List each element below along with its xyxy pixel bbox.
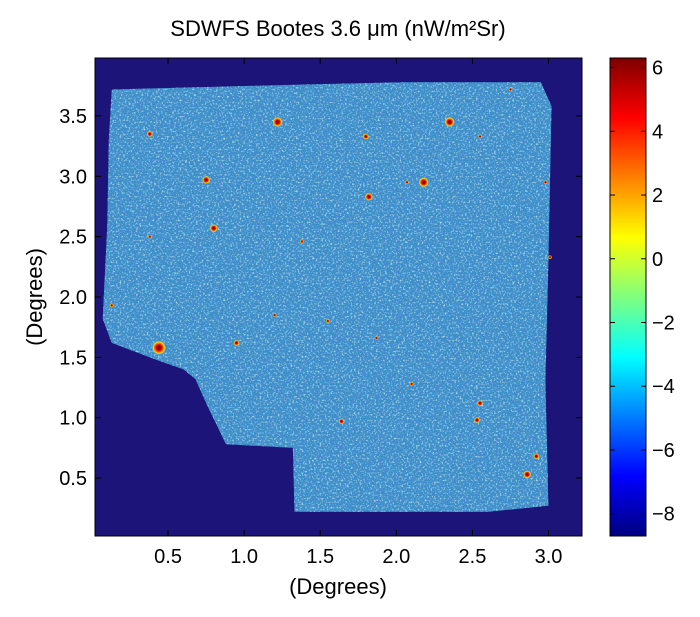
colorbar-tick-label: 4 bbox=[652, 121, 663, 143]
y-axis-label: (Degrees) bbox=[22, 248, 47, 346]
bright-source bbox=[444, 117, 455, 127]
colorbar-tick-label: −6 bbox=[652, 440, 675, 462]
colorbar-gradient bbox=[609, 57, 647, 537]
bright-source bbox=[409, 381, 414, 386]
y-tick-label: 2.5 bbox=[59, 227, 87, 249]
y-tick-label: 0.5 bbox=[59, 468, 87, 490]
bright-source bbox=[147, 234, 152, 239]
bright-source bbox=[543, 180, 548, 185]
bright-source bbox=[474, 417, 480, 424]
bright-source bbox=[362, 133, 369, 140]
y-tick-label: 3.5 bbox=[59, 106, 87, 128]
bright-source bbox=[523, 470, 532, 479]
x-tick-label: 1.5 bbox=[306, 546, 334, 568]
x-tick-label: 1.0 bbox=[230, 546, 258, 568]
y-tick-label: 1.0 bbox=[59, 408, 87, 430]
bright-source bbox=[209, 224, 218, 233]
bright-source bbox=[146, 131, 153, 137]
x-axis-ticks: 0.5 1.0 1.5 2.0 2.5 3.0 bbox=[154, 58, 562, 568]
plot-area bbox=[95, 58, 582, 536]
bright-source bbox=[300, 239, 304, 244]
x-axis-label: (Degrees) bbox=[289, 574, 387, 599]
bright-source bbox=[548, 255, 552, 260]
bright-source bbox=[374, 336, 379, 340]
colorbar-tick-label: −8 bbox=[652, 504, 675, 526]
bright-source bbox=[202, 175, 211, 184]
y-tick-label: 3.0 bbox=[59, 166, 87, 188]
bright-source bbox=[233, 339, 240, 346]
y-tick-label: 1.5 bbox=[59, 347, 87, 369]
x-tick-label: 0.5 bbox=[154, 546, 182, 568]
colorbar-tick-label: −2 bbox=[652, 312, 675, 334]
x-tick-label: 3.0 bbox=[535, 546, 563, 568]
colorbar-tick-label: 0 bbox=[652, 249, 663, 271]
bright-source bbox=[477, 400, 483, 407]
bright-source bbox=[109, 303, 114, 308]
bright-source bbox=[338, 418, 345, 425]
bright-source bbox=[364, 192, 373, 201]
colorbar-tick-label: 6 bbox=[652, 58, 663, 80]
bright-source bbox=[418, 177, 429, 188]
bright-source bbox=[508, 87, 513, 92]
y-axis-ticks: 0.5 1.0 1.5 2.0 2.5 3.0 3.5 bbox=[59, 106, 582, 490]
colorbar-tick-label: −4 bbox=[652, 376, 675, 398]
bright-sources bbox=[109, 87, 552, 479]
colorbar-tick-label: 2 bbox=[652, 185, 663, 207]
bright-source bbox=[325, 319, 330, 324]
chart-title: SDWFS Bootes 3.6 μm (nW/m²Sr) bbox=[170, 16, 505, 41]
bright-source bbox=[405, 180, 409, 185]
colorbar: 6 4 2 0 −2 −4 −6 −8 bbox=[609, 57, 675, 537]
bright-source bbox=[478, 134, 482, 139]
bright-source bbox=[272, 117, 283, 127]
bright-source bbox=[533, 453, 540, 460]
bright-source bbox=[151, 340, 166, 355]
x-tick-label: 2.5 bbox=[459, 546, 487, 568]
bright-source bbox=[272, 313, 277, 318]
x-tick-label: 2.0 bbox=[382, 546, 410, 568]
y-tick-label: 2.0 bbox=[59, 287, 87, 309]
colorbar-ticks: 6 4 2 0 −2 −4 −6 −8 bbox=[610, 58, 675, 526]
